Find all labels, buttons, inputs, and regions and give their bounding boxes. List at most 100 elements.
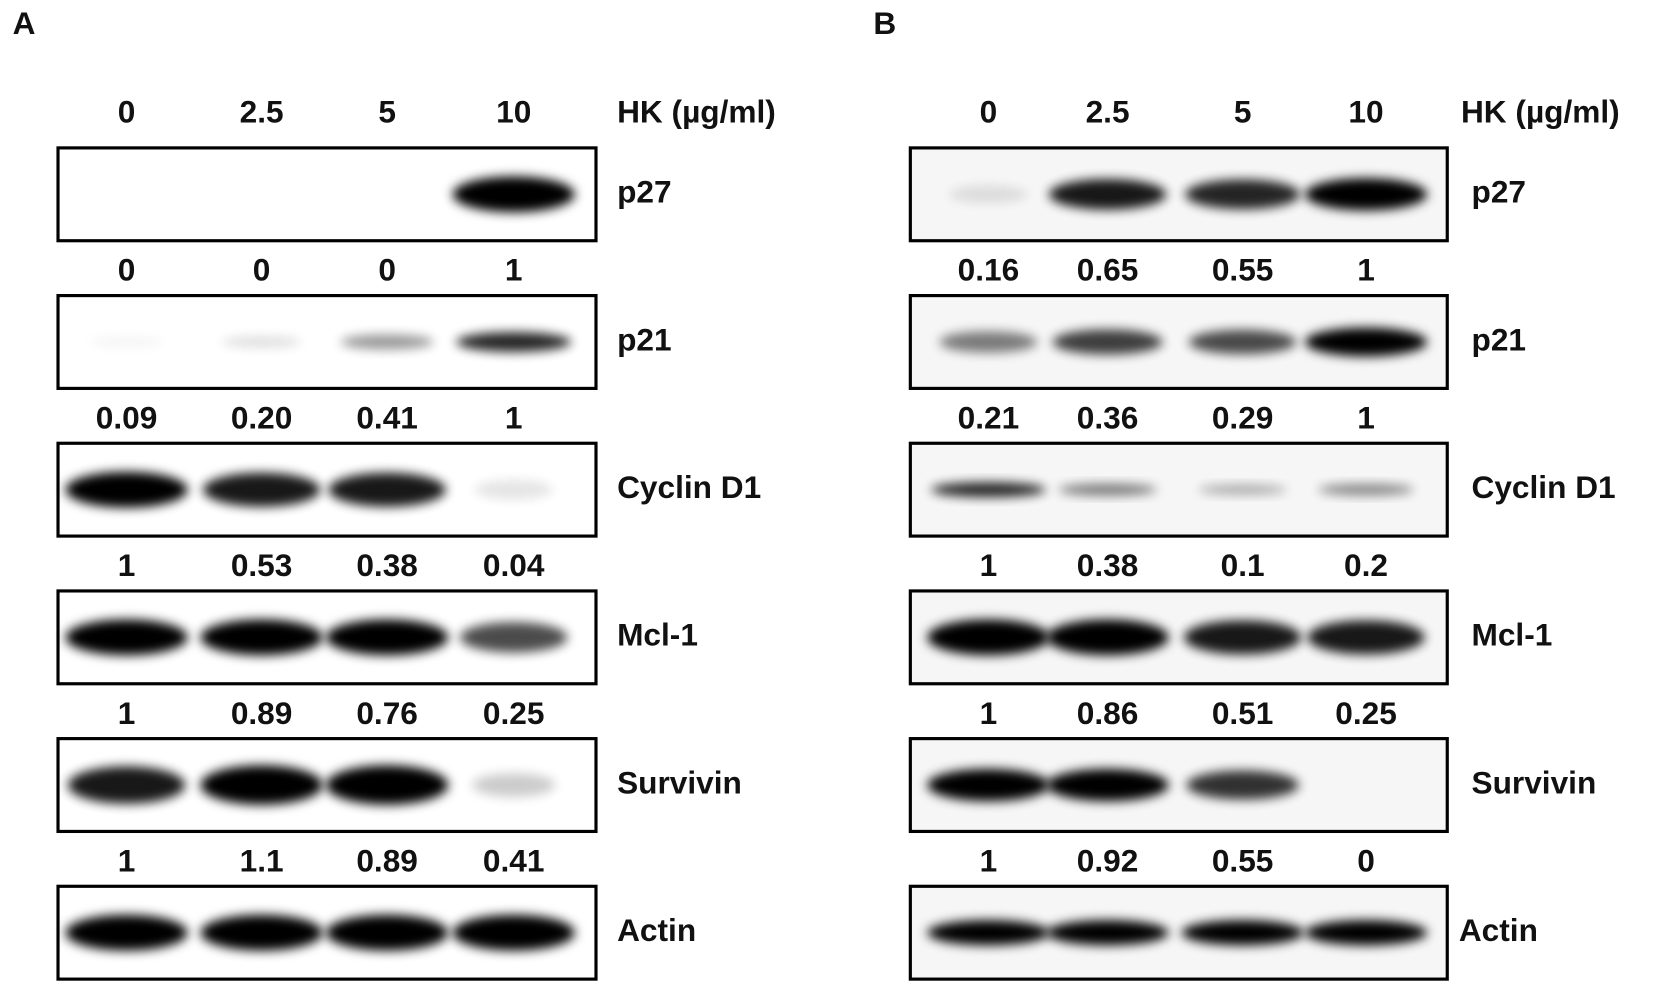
panel: A 0 2.5 5 10 HK (µg/ml) p27 0 0 0 1 p21 0.09 0.20 0.41… [13,5,776,981]
band [1304,920,1428,946]
dose-label: 5 [378,94,396,130]
blot-label: p21 [617,321,672,357]
band [1318,483,1414,496]
quant-value: 0.41 [356,399,418,435]
band [1052,329,1163,355]
band [456,332,572,352]
quant-value: 0.89 [231,695,293,731]
band [472,773,556,797]
quant-value: 1 [980,695,998,731]
blot-label: p21 [1472,321,1527,357]
band [1046,619,1169,656]
quant-value: 1 [980,547,998,583]
quant-value: 0.92 [1077,842,1139,878]
band [930,482,1046,498]
band [67,766,186,804]
panel-letter: B [873,5,896,41]
band [939,331,1038,353]
band [1048,178,1167,210]
band [949,185,1028,204]
blot-label: Survivin [617,764,742,800]
band [1304,178,1428,211]
band [202,472,321,507]
band [200,914,323,951]
band [927,619,1050,656]
band [1058,483,1157,496]
band [1188,329,1297,355]
quant-value: 1 [505,252,523,288]
quant-value: 1 [505,399,523,435]
dose-label: 2.5 [240,94,284,130]
blot-label: p27 [617,174,672,210]
quant-value: 0.38 [356,547,418,583]
blot-label: Survivin [1472,764,1597,800]
quant-value: 0.2 [1344,547,1388,583]
band [221,335,302,349]
quant-value: 0.1 [1221,547,1265,583]
quant-value: 1 [1357,399,1375,435]
quant-value: 0.38 [1077,547,1139,583]
quant-value: 0.29 [1212,399,1274,435]
quant-value: 0.53 [231,547,293,583]
quant-value: 0.25 [1335,695,1397,731]
quant-value: 0.55 [1212,842,1274,878]
dose-label: 2.5 [1086,94,1130,130]
quant-value: 0 [118,252,136,288]
band [200,765,323,805]
panel-letter: A [13,5,36,41]
dose-label: 10 [1348,94,1383,130]
quant-value: 0.86 [1077,695,1139,731]
quant-value: 0.41 [483,842,545,878]
band [1183,620,1302,655]
quant-value: 0 [378,252,396,288]
quant-value: 0.20 [231,399,293,435]
blot-label: Mcl-1 [1472,617,1553,653]
band [1304,327,1428,357]
band [474,479,553,500]
quant-value: 0.21 [958,399,1020,435]
quant-value: 1 [1357,252,1375,288]
blot-label: Actin [1459,912,1538,948]
band [1186,770,1299,800]
quant-value: 0.76 [356,695,418,731]
treatment-label: HK (µg/ml) [617,94,776,130]
quant-value: 1.1 [240,842,284,878]
quant-value: 0.51 [1212,695,1274,731]
band [1307,620,1425,655]
band [927,768,1050,802]
quant-value: 0.04 [483,547,545,583]
dose-label: 0 [118,94,136,130]
band [65,914,188,951]
panel: B 0 2.5 5 10 HK (µg/ml) p27 0.16 0.65 0.55 1 p21 0.2… [873,5,1620,981]
quant-value: 0 [1357,842,1375,878]
band [1185,179,1301,210]
quant-value: 0 [253,252,271,288]
band [452,914,575,951]
band [65,619,188,656]
dose-label: 10 [496,94,531,130]
quant-value: 1 [118,547,136,583]
band [65,471,188,508]
dose-label: 5 [1234,94,1252,130]
quant-value: 0.25 [483,695,545,731]
band [927,920,1050,946]
band [452,176,575,213]
band [1046,768,1169,802]
band [88,336,165,348]
band [325,914,449,951]
treatment-label: HK (µg/ml) [1461,94,1620,130]
quant-value: 1 [118,695,136,731]
blot-label: Cyclin D1 [1472,469,1616,505]
band [325,765,449,805]
quant-value: 0.89 [356,842,418,878]
quant-value: 0.65 [1077,252,1139,288]
blot-label: Mcl-1 [617,617,698,653]
quant-value: 0.55 [1212,252,1274,288]
band [328,472,446,507]
quant-value: 0.36 [1077,399,1139,435]
quant-value: 1 [980,842,998,878]
blot-label: p27 [1472,174,1527,210]
quant-value: 0.16 [958,252,1020,288]
band [1198,484,1287,495]
